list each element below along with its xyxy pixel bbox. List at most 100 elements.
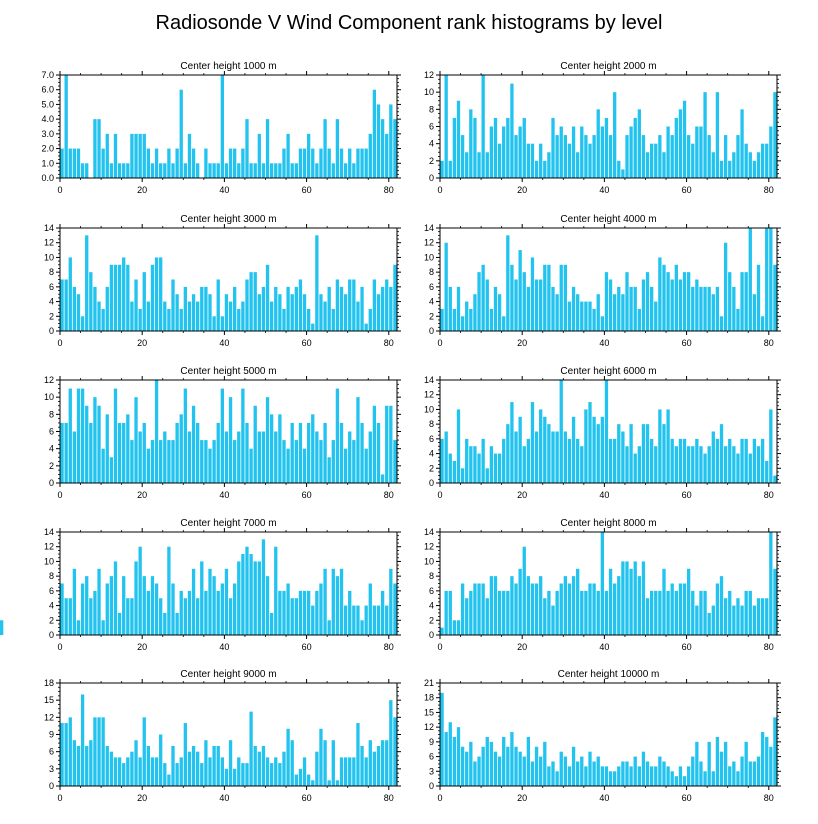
bar: [592, 583, 596, 635]
bar: [175, 422, 179, 483]
x-tick-label: 20: [517, 338, 527, 348]
bar: [629, 424, 633, 483]
bar: [744, 143, 748, 178]
bar: [393, 583, 397, 635]
bar: [608, 568, 613, 635]
bar: [621, 169, 625, 178]
x-tick-label: 0: [437, 185, 442, 195]
x-tick-label: 20: [517, 642, 527, 652]
bar: [670, 135, 674, 178]
bar: [352, 605, 356, 635]
bar: [302, 590, 307, 635]
bar: [629, 568, 633, 635]
bar: [233, 148, 237, 178]
bar: [502, 590, 506, 635]
y-tick-label: 8: [49, 409, 54, 419]
y-tick-label: 4: [429, 139, 434, 149]
bar: [311, 148, 315, 178]
bar: [319, 440, 323, 483]
bar: [773, 475, 777, 483]
bar: [150, 264, 155, 331]
bar: [650, 286, 654, 331]
bar: [323, 568, 327, 635]
bar: [113, 133, 118, 178]
bar: [376, 605, 381, 635]
bar: [719, 316, 724, 331]
bar: [68, 257, 72, 331]
bar: [97, 568, 101, 635]
panel-title: Center height 2000 m: [560, 61, 656, 72]
bar: [608, 771, 613, 786]
bar: [621, 561, 625, 635]
bar: [711, 771, 715, 786]
bar: [736, 771, 740, 786]
bar: [352, 440, 356, 483]
bar: [167, 440, 171, 483]
bar: [364, 323, 368, 331]
bar: [237, 561, 241, 635]
bar: [682, 438, 687, 483]
bar: [290, 294, 294, 331]
bar: [175, 294, 179, 331]
bar: [113, 388, 118, 483]
bar: [89, 272, 93, 331]
bar: [64, 279, 68, 331]
bar: [150, 440, 155, 483]
bar: [130, 751, 134, 786]
bar: [456, 409, 461, 483]
bar: [286, 583, 290, 635]
bar: [72, 286, 77, 331]
bar: [608, 135, 613, 178]
bar: [485, 736, 489, 786]
bar: [460, 316, 465, 331]
bar: [760, 598, 765, 635]
bar: [196, 422, 200, 483]
bar: [576, 438, 580, 483]
bar: [497, 294, 502, 331]
bar: [563, 264, 567, 331]
bar: [93, 717, 97, 786]
bar: [368, 133, 372, 178]
bar: [732, 605, 736, 635]
bar: [76, 620, 81, 635]
bar: [376, 104, 381, 178]
bar: [175, 612, 179, 635]
y-tick-label: 0: [49, 478, 54, 488]
bar: [493, 453, 498, 483]
bar: [68, 717, 72, 786]
y-tick-label: 6: [429, 586, 434, 596]
bar: [352, 757, 356, 786]
bar: [469, 590, 473, 635]
bar: [134, 133, 138, 178]
bar: [506, 424, 510, 483]
x-tick-label: 20: [517, 185, 527, 195]
x-tick-label: 60: [302, 793, 312, 803]
bar: [641, 561, 646, 635]
bar: [163, 431, 167, 483]
bar: [68, 388, 72, 483]
bar: [604, 590, 609, 635]
bar: [510, 732, 514, 786]
plot-frame: [59, 74, 398, 179]
bar: [331, 308, 335, 331]
bar: [265, 119, 270, 178]
bar: [360, 745, 364, 786]
bar: [216, 163, 220, 178]
bar: [315, 590, 319, 635]
bar: [773, 717, 777, 786]
bar: [703, 771, 707, 786]
bar: [154, 380, 159, 483]
bar: [580, 590, 584, 635]
bar: [686, 568, 691, 635]
bar: [212, 163, 216, 178]
bar: [364, 605, 368, 635]
histogram-panel: Center height 1000 m 0.0 1.0 2.0 3.0 4.0 5.0 6.…: [41, 61, 401, 195]
bar: [261, 286, 266, 331]
bar: [477, 583, 481, 635]
bar: [85, 405, 89, 483]
bar: [80, 694, 85, 786]
bar: [514, 746, 518, 786]
y-tick-label: 10: [424, 87, 434, 97]
bar: [576, 761, 580, 786]
bar: [534, 746, 539, 786]
